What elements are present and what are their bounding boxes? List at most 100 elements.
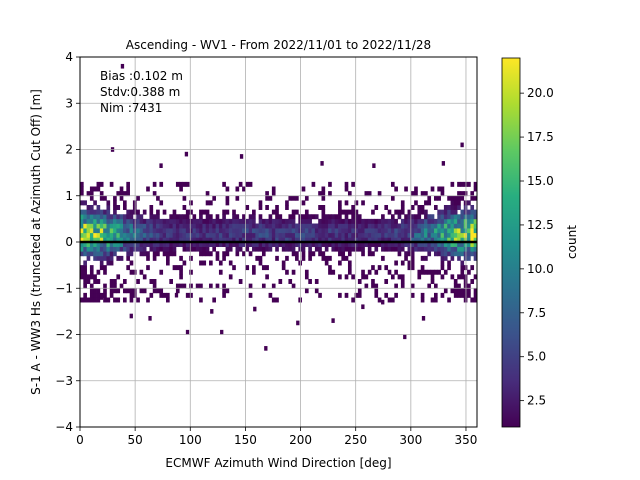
heatmap-cell [457,255,461,261]
heatmap-cell [361,242,365,247]
y-tick-label: −3 [55,374,73,388]
heatmap-cell [136,209,140,215]
heatmap-cell [129,242,134,247]
heatmap-cell [275,246,279,252]
heatmap-cell [304,228,309,234]
heatmap-cell [222,223,226,229]
heatmap-cell [242,218,246,224]
heatmap-cell [331,237,336,243]
heatmap-cell [354,214,359,220]
heatmap-cell [222,228,226,234]
heatmap-cell [228,232,233,238]
heatmap-cell [285,232,289,238]
heatmap-cell [397,242,402,247]
heatmap-cell [113,228,117,234]
heatmap-cell [212,297,216,303]
heatmap-cell [248,218,253,224]
heatmap-cell [265,205,269,210]
heatmap-cell [159,200,164,206]
heatmap-cell [374,205,379,210]
x-axis: 0 50 100 150 200 250 300 350 [76,427,477,447]
heatmap-cell [245,232,250,238]
heatmap-cell [136,228,140,234]
heatmap-cell [367,269,372,275]
heatmap-cell [222,288,226,294]
heatmap-cell [400,200,405,206]
heatmap-cell [437,223,441,229]
heatmap-cell [450,242,455,247]
heatmap-cell [139,242,144,247]
heatmap-cell [430,269,435,275]
heatmap-cell [460,223,465,229]
heatmap-cell [357,292,362,298]
heatmap-cell [304,269,309,275]
heatmap-cell [258,242,263,247]
heatmap-cell [427,246,432,252]
heatmap-cell [291,218,296,224]
heatmap-cell [281,260,286,266]
heatmap-cell [149,205,154,210]
colorbar-tick-label: 10.0 [527,262,554,276]
heatmap-cell [261,237,266,243]
heatmap-cell [275,232,279,238]
heatmap-cell [371,228,375,234]
heatmap-cell [430,237,435,243]
heatmap-cell [311,223,316,229]
heatmap-cell [83,232,87,238]
heatmap-cell [440,218,445,224]
heatmap-cell [218,223,223,229]
heatmap-cell [473,232,477,238]
heatmap-cell [467,237,471,243]
heatmap-cell [129,246,134,252]
heatmap-cell [245,205,250,210]
heatmap-cell [185,242,190,247]
heatmap-cell [116,228,121,234]
heatmap-cell [209,242,213,247]
heatmap-cell [80,232,84,238]
heatmap-cell [407,223,412,229]
heatmap-cell [457,274,461,280]
heatmap-cell [210,309,214,314]
heatmap-cell [424,255,428,261]
heatmap-cell [212,223,216,229]
heatmap-cell [136,242,140,247]
heatmap-cell [142,288,147,294]
heatmap-cell [80,209,84,215]
heatmap-cell [99,195,104,201]
heatmap-cell [175,265,180,271]
heatmap-cell [384,246,389,252]
heatmap-cell [304,214,309,220]
heatmap-cell [331,228,336,234]
heatmap-cell [238,242,243,247]
heatmap-cell [301,251,306,257]
heatmap-cell [400,205,405,210]
heatmap-cell [351,214,355,220]
heatmap-cell [184,151,189,157]
heatmap-cell [460,260,465,266]
heatmap-cell [126,288,130,294]
heatmap-cell [354,246,359,252]
heatmap-cell [109,214,114,220]
heatmap-cell [235,246,240,252]
heatmap-cell [83,269,87,275]
heatmap-cell [453,195,458,201]
heatmap-cell [390,195,395,201]
heatmap-cell [361,246,365,252]
heatmap-cell [126,265,130,271]
heatmap-cell [123,205,127,210]
heatmap-cell [321,228,326,234]
heatmap-cell [89,265,94,271]
heatmap-cell [318,191,322,197]
heatmap-cell [123,279,127,284]
heatmap-cell [139,228,144,234]
heatmap-cell [447,297,451,303]
heatmap-cell [139,288,144,294]
heatmap-cell [265,242,269,247]
heatmap-cell [407,228,412,234]
heatmap-cell [83,223,87,229]
heatmap-cell [400,279,405,284]
heatmap-cell [245,265,250,271]
heatmap-cell [232,228,236,234]
heatmap-cell [447,223,451,229]
heatmap-cell [93,232,97,238]
